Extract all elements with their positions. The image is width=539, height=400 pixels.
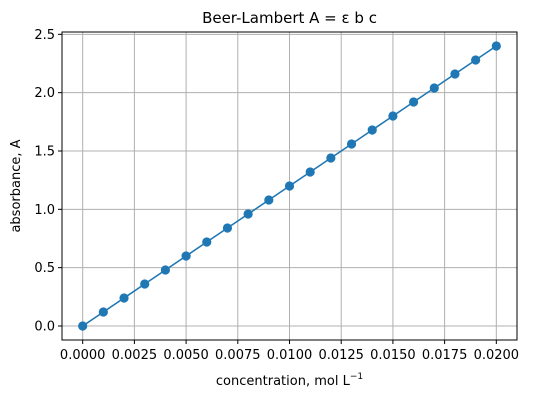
- data-point: [284, 181, 295, 191]
- y-tick-label: 2.0: [34, 86, 55, 101]
- y-tick-label: 1.5: [34, 145, 55, 160]
- ticks: 0.0000 0.0025 0.0050 0.0075 0.0100 0.0125 0.01…: [34, 28, 519, 363]
- x-tick-label: 0.0125: [318, 348, 364, 363]
- data-point: [181, 251, 191, 261]
- data-point: [98, 307, 108, 317]
- x-tick-label: 0.0200: [474, 348, 520, 363]
- y-tick-label: 1.0: [34, 203, 55, 218]
- series-layer: [78, 41, 501, 331]
- data-point: [408, 97, 419, 107]
- y-tick-label: 2.5: [34, 28, 55, 43]
- x-tick-label: 0.0050: [163, 348, 209, 363]
- y-tick-label: 0.0: [34, 320, 55, 335]
- data-point: [346, 139, 357, 149]
- data-point: [140, 279, 150, 289]
- data-point: [119, 293, 129, 303]
- x-tick-label: 0.0000: [60, 348, 106, 363]
- data-point: [491, 41, 501, 51]
- x-tick-label: 0.0175: [422, 348, 468, 363]
- data-point: [429, 83, 439, 93]
- data-point: [305, 167, 315, 177]
- data-point: [367, 125, 377, 135]
- data-point: [388, 111, 398, 121]
- x-tick-label: 0.0100: [267, 348, 313, 363]
- y-tick-label: 0.5: [34, 261, 55, 276]
- chart-title: Beer-Lambert A = ε b c: [202, 9, 377, 27]
- data-point: [202, 237, 212, 247]
- data-point: [450, 69, 460, 79]
- y-axis-label: absorbance, A: [9, 139, 24, 232]
- data-point: [264, 195, 274, 205]
- data-point: [78, 321, 88, 331]
- data-point: [326, 153, 336, 163]
- x-axis-label-text: concentration, mol L: [216, 374, 351, 389]
- x-tick-label: 0.0075: [215, 348, 261, 363]
- x-axis-label: concentration, mol L−1: [216, 372, 363, 389]
- data-point: [243, 209, 253, 219]
- data-point: [222, 223, 233, 233]
- data-point: [471, 55, 481, 65]
- x-axis-label-superscript: −1: [350, 372, 363, 382]
- x-tick-label: 0.0150: [370, 348, 416, 363]
- x-tick-label: 0.0025: [112, 348, 158, 363]
- data-point: [160, 265, 171, 275]
